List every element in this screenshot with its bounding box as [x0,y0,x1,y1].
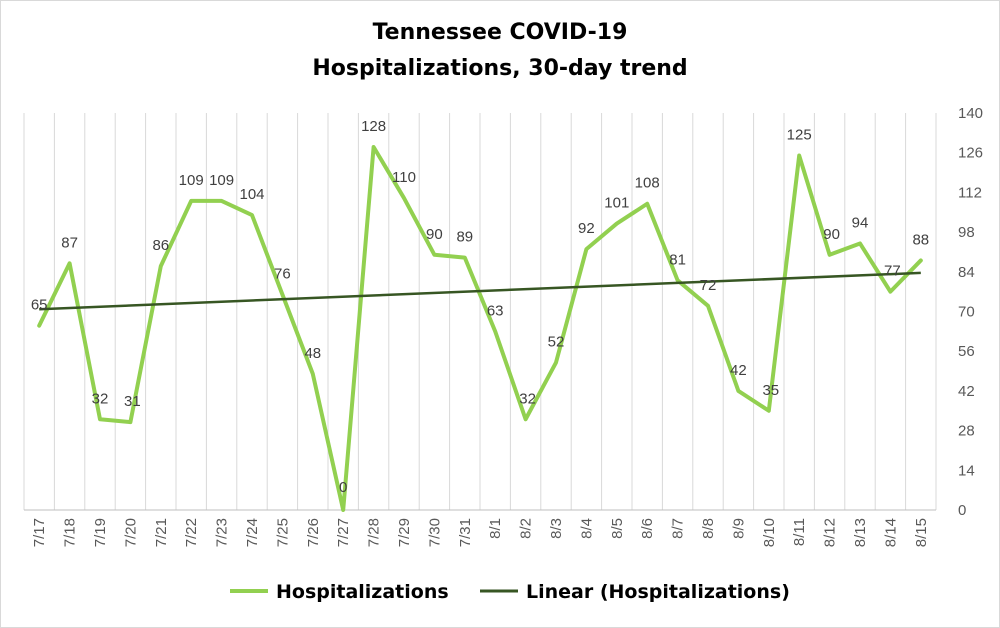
y-tick-label: 70 [958,304,975,321]
data-label: 88 [912,231,929,248]
data-label: 76 [274,265,291,282]
data-label: 109 [209,172,234,189]
x-tick-label: 8/4 [578,518,595,539]
y-tick-label: 98 [958,224,975,241]
data-label: 90 [426,226,443,243]
x-tick-label: 7/26 [305,518,322,547]
data-label: 101 [604,195,629,212]
data-label: 35 [762,382,779,399]
data-label: 108 [635,175,660,192]
chart-title-line2: Hospitalizations, 30-day trend [312,56,688,81]
legend-label-linear: Linear (Hospitalizations) [526,581,790,603]
y-tick-label: 0 [958,502,966,519]
x-tick-label: 7/17 [31,518,48,547]
y-tick-label: 14 [958,462,975,479]
legend-label-hospitalizations: Hospitalizations [276,581,449,603]
x-tick-label: 8/15 [913,518,930,547]
x-axis-ticks: 7/17 7/18 7/19 7/20 7/21 7/22 7/23 7/24 7/25 7/26… [31,518,930,547]
data-label: 94 [852,214,869,231]
trendline-group [39,271,921,311]
data-label: 89 [456,229,473,246]
legend: Hospitalizations Linear (Hospitalization… [230,581,790,603]
y-tick-label: 126 [958,145,983,162]
x-tick-label: 8/13 [852,518,869,547]
x-tick-label: 7/30 [426,518,443,547]
data-labels: 65 87 32 31 86 109 109 104 76 48 0 128 110 90 89 63 32 52… [31,118,929,496]
data-label: 125 [787,127,812,144]
x-tick-label: 8/8 [700,518,717,539]
x-tick-label: 7/25 [274,518,291,547]
data-label: 65 [31,297,48,314]
chart-title-line1: Tennessee COVID-19 [372,20,628,45]
y-tick-label: 140 [958,105,983,122]
data-label: 32 [92,390,109,407]
series-group [37,145,923,512]
x-tick-label: 8/14 [882,518,899,547]
x-tick-label: 8/5 [609,518,626,539]
data-label: 0 [339,479,347,496]
x-tick-label: 7/24 [244,518,261,547]
y-tick-label: 28 [958,423,975,440]
x-tick-label: 8/6 [639,518,656,539]
data-label: 77 [884,263,901,280]
data-label: 63 [487,302,504,319]
data-label: 87 [61,234,78,251]
x-tick-label: 7/29 [396,518,413,547]
x-tick-label: 8/9 [730,518,747,539]
x-tick-label: 7/20 [122,518,139,547]
x-tick-label: 8/7 [670,518,687,539]
data-label: 110 [392,169,416,186]
x-tick-label: 7/27 [335,518,352,547]
data-label: 90 [823,226,840,243]
x-tick-label: 8/2 [518,518,535,539]
data-label: 92 [578,220,595,237]
data-label: 48 [304,345,321,362]
x-tick-label: 7/21 [153,518,170,547]
series-line-hospitalizations [37,145,923,512]
x-tick-label: 7/22 [183,518,200,547]
y-tick-label: 84 [958,264,975,281]
data-label: 72 [700,277,717,294]
x-tick-label: 7/31 [457,518,474,547]
data-label: 86 [152,237,169,254]
data-label: 104 [239,186,264,203]
y-tick-label: 112 [958,184,982,201]
x-tick-label: 8/3 [548,518,565,539]
data-label: 81 [669,251,686,268]
x-tick-label: 8/1 [487,518,504,539]
x-tick-label: 7/23 [214,518,231,547]
data-label: 31 [124,393,141,410]
x-tick-label: 7/19 [92,518,109,547]
x-tick-label: 8/11 [791,518,808,546]
x-tick-label: 7/28 [366,518,383,547]
y-tick-label: 42 [958,383,975,400]
data-label: 32 [519,390,536,407]
data-label: 109 [179,172,204,189]
x-tick-label: 7/18 [62,518,79,547]
y-tick-label: 56 [958,343,975,360]
data-label: 52 [548,334,565,351]
x-tick-label: 8/10 [761,518,778,547]
data-label: 42 [730,362,747,379]
trendline-linear [39,271,921,311]
y-axis-ticks: 0 14 28 42 56 70 84 98 112 126 140 [958,105,983,519]
data-label: 128 [361,118,386,135]
gridlines [23,113,937,510]
x-tick-label: 8/12 [822,518,839,547]
